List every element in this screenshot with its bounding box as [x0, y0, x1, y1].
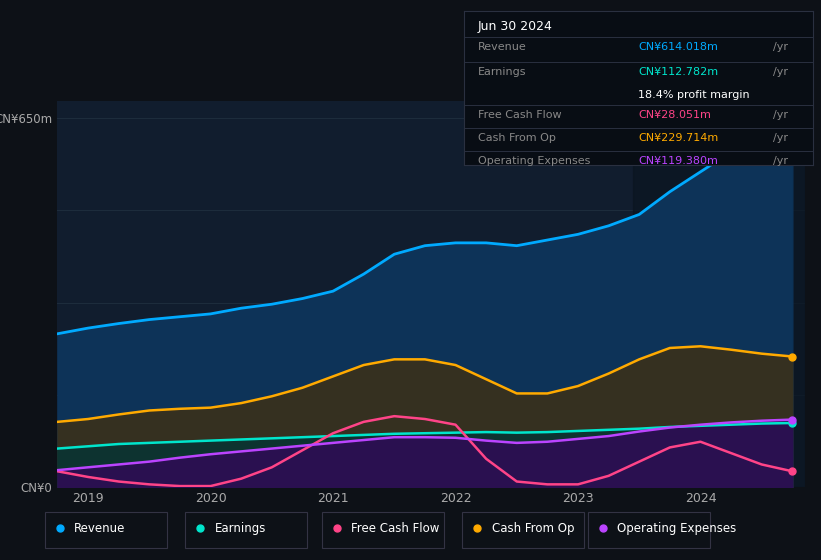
Text: CN¥614.018m: CN¥614.018m	[639, 42, 718, 52]
Text: CN¥119.380m: CN¥119.380m	[639, 156, 718, 166]
Text: 18.4% profit margin: 18.4% profit margin	[639, 90, 750, 100]
Text: Operating Expenses: Operating Expenses	[617, 522, 736, 535]
Text: Cash From Op: Cash From Op	[478, 133, 556, 143]
Text: Revenue: Revenue	[75, 522, 126, 535]
Text: Jun 30 2024: Jun 30 2024	[478, 21, 553, 34]
Text: Earnings: Earnings	[215, 522, 266, 535]
Text: Revenue: Revenue	[478, 42, 526, 52]
Text: /yr: /yr	[773, 110, 788, 120]
Text: Operating Expenses: Operating Expenses	[478, 156, 590, 166]
Text: CN¥229.714m: CN¥229.714m	[639, 133, 718, 143]
Text: /yr: /yr	[773, 133, 788, 143]
Text: Free Cash Flow: Free Cash Flow	[351, 522, 440, 535]
Text: Free Cash Flow: Free Cash Flow	[478, 110, 562, 120]
Bar	[633, 101, 805, 487]
Text: Cash From Op: Cash From Op	[492, 522, 574, 535]
Text: /yr: /yr	[773, 42, 788, 52]
Text: Earnings: Earnings	[478, 67, 526, 77]
Text: /yr: /yr	[773, 156, 788, 166]
Text: CN¥112.782m: CN¥112.782m	[639, 67, 718, 77]
Text: CN¥28.051m: CN¥28.051m	[639, 110, 711, 120]
Text: /yr: /yr	[773, 67, 788, 77]
